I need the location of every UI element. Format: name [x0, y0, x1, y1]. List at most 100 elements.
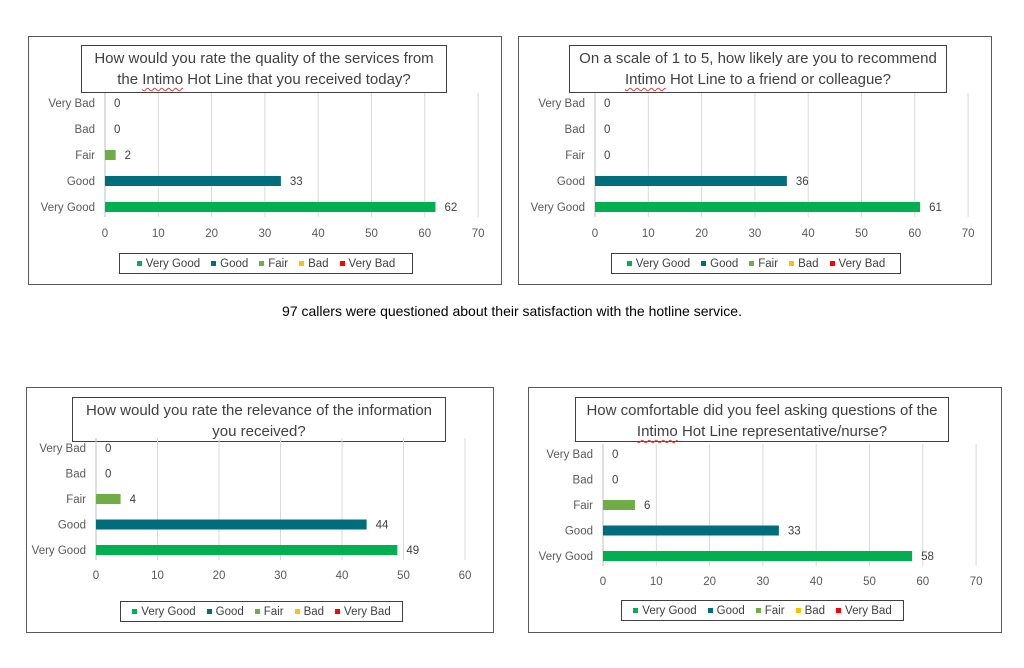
data-label: 58 [921, 551, 934, 563]
data-label: 33 [788, 526, 801, 538]
legend-item: Bad [795, 604, 826, 617]
x-tick-label: 30 [757, 576, 770, 588]
x-tick-label: 30 [259, 228, 272, 240]
data-label: 33 [290, 176, 303, 188]
legend-label: Good [716, 604, 745, 617]
legend-label: Fair [758, 257, 779, 270]
legend-item: Very Bad [829, 258, 885, 270]
chart-title-part: How would you rate the relevance of the … [85, 402, 433, 440]
legend-item: Very Good [633, 604, 697, 617]
legend-item: Good [707, 604, 745, 617]
x-tick-label: 40 [312, 228, 325, 240]
category-label: Very Bad [546, 449, 593, 461]
legend-label: Very Bad [845, 604, 892, 617]
chart-panel-recommend: On a scale of 1 to 5, how likely are you… [518, 36, 992, 285]
chart-title-part: How comfortable did you feel asking ques… [586, 402, 938, 419]
category-label: Good [565, 526, 593, 538]
legend-label: Very Good [141, 605, 196, 618]
category-label: Very Good [539, 551, 593, 563]
legend-swatch-icon [633, 608, 639, 613]
x-tick-label: 40 [802, 228, 815, 240]
category-label: Fair [565, 150, 585, 162]
data-label: 0 [604, 98, 610, 110]
data-label: 0 [612, 449, 618, 461]
chart-panel-quality: How would you rate the quality of the se… [28, 36, 502, 285]
chart-panel-relevance: How would you rate the relevance of the … [26, 387, 494, 633]
legend-item: Very Good [136, 257, 201, 270]
data-label: 0 [604, 150, 610, 162]
x-tick-label: 30 [274, 570, 287, 582]
legend-swatch-icon [335, 609, 341, 614]
x-tick-label: 60 [459, 570, 472, 582]
legend-label: Very Good [642, 604, 697, 617]
legend-label: Fair [263, 605, 284, 618]
legend-swatch-icon [299, 261, 305, 266]
legend-item: Good [211, 258, 248, 270]
legend-label: Very Bad [344, 605, 391, 618]
legend-swatch-icon [206, 609, 212, 614]
category-label: Very Bad [39, 443, 86, 455]
chart-legend: Very Good Good Fair Bad Very Bad [621, 600, 904, 621]
legend-swatch-icon [294, 609, 300, 614]
x-tick-label: 20 [213, 570, 226, 582]
category-label: Fair [66, 494, 86, 506]
x-tick-label: 0 [592, 228, 598, 240]
category-label: Very Bad [48, 98, 95, 110]
legend-swatch-icon [339, 261, 345, 266]
chart-title-relevance: How would you rate the relevance of the … [72, 397, 446, 442]
chart-title-part: Intimo [624, 71, 666, 88]
x-tick-label: 60 [916, 576, 929, 588]
legend-label: Good [710, 257, 739, 270]
x-tick-label: 0 [600, 576, 606, 588]
legend-swatch-icon [136, 261, 142, 266]
x-tick-label: 10 [642, 228, 655, 240]
legend-item: Bad [789, 258, 819, 270]
chart-panel-comfort: How comfortable did you feel asking ques… [528, 387, 1002, 633]
bar [105, 150, 116, 160]
legend-swatch-icon [749, 261, 755, 266]
category-label: Bad [573, 475, 593, 487]
chart-title-part: How would you rate the quality of the se… [94, 50, 434, 88]
data-label: 0 [105, 469, 111, 481]
bar [595, 202, 921, 212]
bar [603, 500, 635, 510]
data-label: 4 [130, 494, 137, 506]
legend-label: Good [215, 605, 244, 618]
legend-swatch-icon [707, 608, 713, 613]
bar [603, 525, 779, 536]
legend-label: Very Bad [348, 257, 396, 270]
legend-label: Bad [804, 604, 826, 617]
survey-caption: 97 callers were questioned about their s… [282, 303, 742, 319]
bar-chart-svg: 0 10 20 30 40 50 60 70 Very Bad 0 Bad 0 Fair 0 Good 36 V… [531, 93, 975, 240]
data-label: 6 [644, 500, 650, 512]
x-tick-label: 50 [365, 228, 378, 240]
legend-item: Good [206, 605, 244, 618]
x-tick-label: 70 [970, 576, 983, 588]
category-label: Good [557, 176, 585, 188]
legend-swatch-icon [755, 608, 761, 613]
bar [105, 202, 436, 212]
x-tick-label: 70 [962, 228, 975, 240]
bar-chart-svg: 0 10 20 30 40 50 60 70 Very Bad 0 Bad 0 Fair 2 Good 33 V… [41, 93, 484, 240]
x-tick-label: 60 [908, 228, 921, 240]
data-label: 0 [114, 98, 120, 110]
chart-title-part: On a scale of 1 to 5, how likely are you… [579, 50, 937, 67]
bar-chart-svg: 0 10 20 30 40 50 60 Very Bad 0 Bad 0 Fair 4 Good 44 Ver… [32, 438, 472, 582]
legend-label: Fair [764, 604, 785, 617]
chart-title-part: Intimo [142, 71, 184, 88]
legend-item: Bad [299, 258, 329, 270]
legend-swatch-icon [259, 261, 265, 266]
legend-item: Very Good [626, 258, 690, 270]
legend-swatch-icon [211, 261, 217, 266]
x-tick-label: 60 [418, 228, 431, 240]
legend-label: Very Good [145, 257, 201, 270]
chart-legend: Very Good Good Fair Bad Very Bad [120, 601, 403, 622]
legend-swatch-icon [829, 261, 835, 266]
bar [96, 545, 398, 555]
legend-swatch-icon [254, 609, 260, 614]
chart-title-part: Intimo [636, 423, 678, 440]
legend-item: Fair [259, 258, 288, 270]
chart-title-recommend: On a scale of 1 to 5, how likely are you… [569, 45, 947, 93]
data-label: 61 [929, 202, 942, 214]
x-tick-label: 40 [810, 576, 823, 588]
